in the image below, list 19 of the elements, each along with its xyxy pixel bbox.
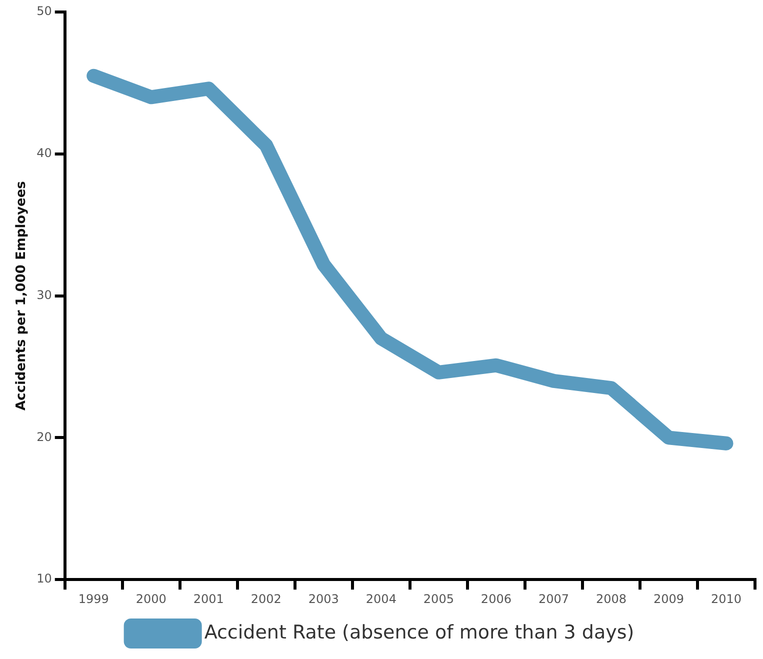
x-tick-label: 2006 — [480, 592, 512, 606]
y-axis-title: Accidents per 1,000 Employees — [14, 180, 30, 411]
x-tick-label: 2009 — [653, 592, 684, 606]
legend-label: Accident Rate (absence of more than 3 days) — [204, 621, 634, 644]
x-tick-label: 2004 — [366, 592, 396, 606]
y-tick-label: 30 — [36, 288, 52, 302]
x-tick-label: 2002 — [250, 592, 282, 606]
y-tick-label: 10 — [36, 572, 52, 586]
x-tick-label: 2001 — [193, 592, 224, 606]
x-tick-label: 2007 — [538, 592, 569, 606]
x-tick-label: 2003 — [308, 592, 339, 606]
y-tick-label: 40 — [36, 146, 52, 160]
y-tick-label: 20 — [36, 430, 52, 444]
y-tick-label: 50 — [36, 4, 52, 18]
x-tick-label: 2005 — [423, 592, 454, 606]
x-tick-label: 1999 — [78, 592, 109, 606]
x-tick-label: 2010 — [710, 592, 742, 606]
x-tick-label: 2008 — [596, 592, 626, 606]
x-tick-label: 2000 — [136, 592, 166, 606]
